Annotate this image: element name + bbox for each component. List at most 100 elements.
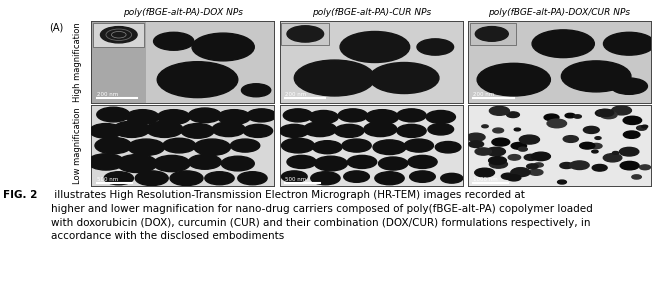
Circle shape [527,164,538,169]
Circle shape [192,33,254,61]
Circle shape [97,107,130,122]
Text: 200 nm: 200 nm [97,92,118,96]
Circle shape [639,165,650,170]
Circle shape [154,32,194,50]
Circle shape [313,141,342,154]
Text: poly(fBGE-alt-PA)-DOX/CUR NPs: poly(fBGE-alt-PA)-DOX/CUR NPs [489,8,631,17]
Circle shape [534,163,543,167]
Circle shape [287,26,324,42]
Text: 200 nm: 200 nm [285,92,306,96]
Circle shape [524,154,538,160]
Circle shape [558,180,566,184]
Circle shape [632,175,641,179]
Circle shape [597,109,614,116]
Circle shape [281,171,307,182]
Circle shape [507,112,520,118]
Circle shape [482,125,488,128]
Circle shape [304,122,336,136]
Circle shape [157,110,190,124]
Circle shape [87,154,124,170]
Circle shape [477,63,551,96]
Circle shape [373,140,406,155]
Circle shape [492,138,510,146]
Circle shape [441,173,463,183]
Circle shape [547,119,566,128]
Circle shape [408,155,437,168]
Circle shape [426,111,455,124]
FancyBboxPatch shape [93,23,145,47]
Circle shape [342,139,371,152]
Circle shape [404,139,434,152]
Circle shape [623,131,640,138]
Text: poly(fBGE-alt-PA)-CUR NPs: poly(fBGE-alt-PA)-CUR NPs [311,8,431,17]
Circle shape [294,60,375,96]
Circle shape [397,109,426,122]
Circle shape [217,110,250,124]
Circle shape [221,156,254,171]
Circle shape [366,110,399,124]
Circle shape [532,152,551,161]
Circle shape [509,155,520,160]
Circle shape [238,172,267,185]
Circle shape [283,109,313,122]
Circle shape [154,155,190,172]
Circle shape [637,126,646,130]
Circle shape [89,124,122,138]
Circle shape [181,124,214,138]
Circle shape [592,150,598,153]
Circle shape [561,61,631,92]
Circle shape [620,147,639,156]
Circle shape [467,133,485,141]
Circle shape [560,162,574,169]
FancyBboxPatch shape [470,23,516,45]
Circle shape [604,32,655,55]
Text: High magnification: High magnification [73,22,82,102]
Circle shape [519,135,539,144]
Circle shape [287,155,316,168]
Circle shape [620,161,639,170]
FancyBboxPatch shape [281,23,329,45]
Circle shape [530,169,543,175]
Circle shape [113,121,150,137]
Text: 200 nm: 200 nm [474,92,495,96]
Circle shape [574,115,581,118]
Text: 1000 nm: 1000 nm [474,177,498,182]
Circle shape [595,137,601,139]
Circle shape [163,138,196,153]
Circle shape [489,157,507,164]
Circle shape [126,110,159,124]
Circle shape [311,172,340,185]
Circle shape [603,154,622,162]
Circle shape [486,147,505,156]
Text: (A): (A) [49,23,64,32]
Circle shape [513,168,528,174]
Circle shape [475,27,509,41]
Circle shape [501,173,515,179]
Circle shape [629,166,637,169]
Circle shape [315,156,348,171]
Circle shape [565,113,575,118]
Circle shape [364,122,397,136]
Circle shape [95,137,131,154]
Circle shape [344,171,369,182]
Circle shape [570,161,589,169]
Circle shape [340,32,410,63]
Text: FIG. 2: FIG. 2 [3,190,37,200]
Circle shape [281,138,315,153]
Circle shape [410,171,436,182]
Text: 500 nm: 500 nm [97,177,118,182]
Circle shape [595,109,612,117]
Circle shape [334,124,364,137]
Text: poly(fBGE-alt-PA)-DOX NPs: poly(fBGE-alt-PA)-DOX NPs [123,8,243,17]
Circle shape [544,114,559,121]
Circle shape [242,84,271,97]
Circle shape [247,109,276,122]
Circle shape [532,30,595,58]
Circle shape [468,141,484,147]
Circle shape [489,106,509,115]
FancyBboxPatch shape [147,21,275,103]
Circle shape [600,111,617,119]
Circle shape [475,168,495,177]
Circle shape [611,78,647,94]
Circle shape [592,164,607,171]
